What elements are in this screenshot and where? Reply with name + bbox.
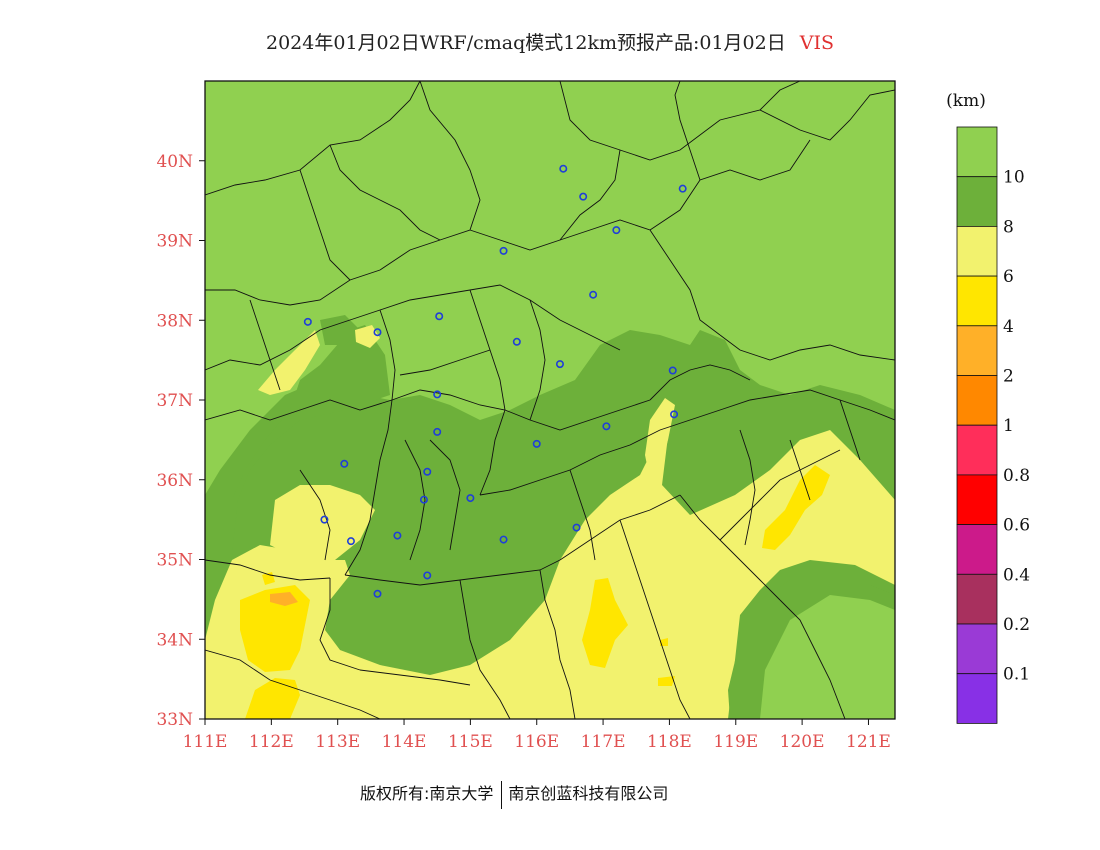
colorbar-label: 0.4 [1003,565,1030,585]
vis-zone-4-6-west [240,585,310,672]
city-marker [433,390,442,399]
city-marker [555,360,564,369]
city-marker [419,495,428,504]
lat-tick-label: 39N [156,232,193,252]
lon-tick-label: 120E [780,732,825,752]
colorbar-segment [956,375,998,426]
colorbar-label: 0.1 [1003,665,1030,685]
title-main: 2024年01月02日WRF/cmaq模式12km预报产品:01月02日 [266,32,786,54]
chart-title: 2024年01月02日WRF/cmaq模式12km预报产品:01月02日 VIS [0,28,1100,55]
vis-zone-4-6-east [762,465,830,550]
vis-zone-10plus-southeast [760,595,895,719]
colorbar-label: 10 [1003,168,1025,188]
city-marker [346,537,355,546]
city-marker [373,328,382,337]
lon-tick-label: 119E [713,732,758,752]
colorbar-label: 0.8 [1003,466,1030,486]
colorbar-label: 4 [1003,317,1014,337]
lat-tick-label: 37N [156,391,193,411]
colorbar: 10 8 6 4 2 1 0.8 0.6 0.4 0.2 0.1 [956,126,1030,724]
colorbar-segment [956,176,998,227]
colorbar-segment [956,673,998,724]
footer-separator [501,780,503,809]
colorbar-segment [956,275,998,327]
lat-tick-label: 34N [156,630,193,650]
colorbar-label: 0.2 [1003,615,1030,635]
colorbar-label: 0.6 [1003,516,1030,536]
lon-tick-label: 121E [846,732,891,752]
latitude-axis: 33N 34N 35N 36N 37N 38N 39N 40N [156,152,205,730]
visibility-field [205,81,895,719]
city-marker [512,337,521,346]
colorbar-segment [956,474,998,525]
city-marker [340,459,349,468]
footer: 版权所有:南京大学 南京创蓝科技有限公司 [360,780,668,809]
vis-zone-4-6-southwest [245,678,300,719]
colorbar-segment [956,126,998,178]
lat-tick-label: 40N [156,152,193,172]
city-marker [423,467,432,476]
city-marker [423,571,432,580]
city-marker [602,422,611,431]
colorbar-label: 8 [1003,217,1014,237]
city-marker [466,494,475,503]
colorbar-segment [956,623,998,675]
vis-zone-4-6-dot-2 [660,638,668,646]
city-marker [559,164,568,173]
colorbar-segment [956,325,998,376]
city-marker [435,312,444,321]
lon-tick-label: 112E [249,732,294,752]
colorbar-label: 6 [1003,267,1014,287]
city-marker [612,226,621,235]
city-marker [393,531,402,540]
city-marker [373,589,382,598]
city-marker [589,290,598,299]
colorbar-segment [956,573,998,625]
lat-tick-label: 35N [156,551,193,571]
city-marker [320,515,329,524]
lon-tick-label: 114E [382,732,427,752]
colorbar-segment [956,424,998,476]
lon-tick-label: 115E [448,732,493,752]
city-marker [499,246,508,255]
city-marker [670,410,679,419]
city-marker [678,184,687,193]
city-marker [668,366,677,375]
colorbar-segment [956,225,998,277]
lon-tick-label: 111E [183,732,228,752]
vis-zone-6-8-south [205,420,895,719]
colorbar-segment [956,524,998,575]
city-marker [532,439,541,448]
admin-boundaries [205,81,895,719]
lon-tick-label: 113E [315,732,360,752]
lat-tick-label: 38N [156,311,193,331]
vis-zone-2-4-west [270,592,298,606]
lat-tick-label: 33N [156,710,193,730]
city-marker [499,535,508,544]
lon-tick-label: 118E [647,732,692,752]
vis-zone-6-8-small [355,325,380,348]
vis-zone-8-10-north [320,315,360,345]
vis-zone-4-6-center [582,578,628,668]
city-marker [579,192,588,201]
lon-tick-label: 116E [514,732,559,752]
longitude-axis: 111E 112E 113E 114E 115E 116E 117E 118E 119E 120E… [183,719,891,752]
city-marker [433,427,442,436]
city-marker [572,523,581,532]
vis-zone-6-8-northwest [258,330,320,395]
city-marker [303,317,312,326]
footer-copyright: 版权所有:南京大学 [360,784,494,803]
colorbar-unit: (km) [946,91,986,111]
lat-tick-label: 36N [156,471,193,491]
colorbar-label: 2 [1003,367,1014,387]
vis-zone-4-6-dot-1 [658,676,675,686]
title-variable: VIS [799,32,834,54]
city-markers [303,164,687,598]
vis-zone-6-8-east-finger [645,398,675,480]
vis-zone-8-10-west [205,325,390,610]
colorbar-label: 1 [1003,416,1014,436]
footer-company: 南京创蓝科技有限公司 [508,784,669,803]
lon-tick-label: 117E [581,732,626,752]
